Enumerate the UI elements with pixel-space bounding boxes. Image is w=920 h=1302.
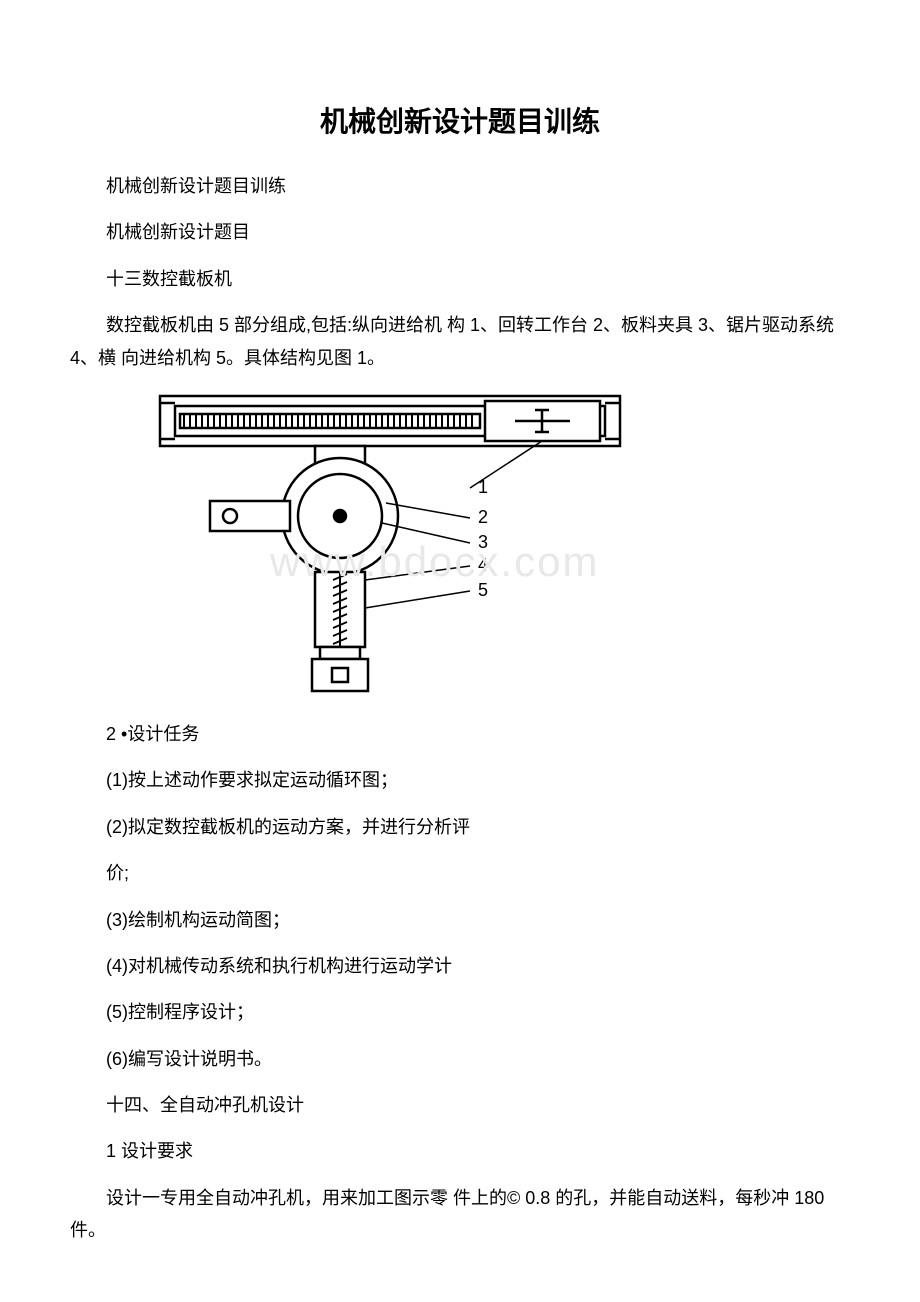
para-task-2b: 价; xyxy=(70,857,850,889)
figure-1: 1 2 3 4 5 xyxy=(150,388,630,703)
para-section-13: 十三数控截板机 xyxy=(70,263,850,295)
para-section-14: 十四、全自动冲孔机设计 xyxy=(70,1089,850,1121)
page-title: 机械创新设计题目训练 xyxy=(70,100,850,140)
figure-label-4: 4 xyxy=(478,555,488,575)
figure-label-3: 3 xyxy=(478,532,488,552)
para-design-req-heading: 1 设计要求 xyxy=(70,1135,850,1167)
para-task-4: (4)对机械传动系统和执行机构进行运动学计 xyxy=(70,950,850,982)
para-description: 数控截板机由 5 部分组成,包括:纵向进给机 构 1、回转工作台 2、板料夹具 … xyxy=(70,309,850,374)
figure-label-1: 1 xyxy=(478,477,488,497)
para-subtitle-1: 机械创新设计题目训练 xyxy=(70,170,850,202)
para-task-5: (5)控制程序设计； xyxy=(70,996,850,1028)
para-design-req-body: 设计一专用全自动冲孔机，用来加工图示零 件上的© 0.8 的孔，并能自动送料，每… xyxy=(70,1182,850,1247)
figure-wrapper: www.bdocx.com xyxy=(70,388,850,703)
figure-label-5: 5 xyxy=(478,580,488,600)
para-subtitle-2: 机械创新设计题目 xyxy=(70,216,850,248)
machine-diagram: 1 2 3 4 5 xyxy=(150,388,630,698)
figure-label-2: 2 xyxy=(478,507,488,527)
para-task-3: (3)绘制机构运动简图； xyxy=(70,904,850,936)
para-task-heading: 2 •设计任务 xyxy=(70,718,850,750)
para-task-6: (6)编写设计说明书。 xyxy=(70,1043,850,1075)
para-task-2: (2)拟定数控截板机的运动方案，并进行分析评 xyxy=(70,811,850,843)
para-task-1: (1)按上述动作要求拟定运动循环图； xyxy=(70,764,850,796)
